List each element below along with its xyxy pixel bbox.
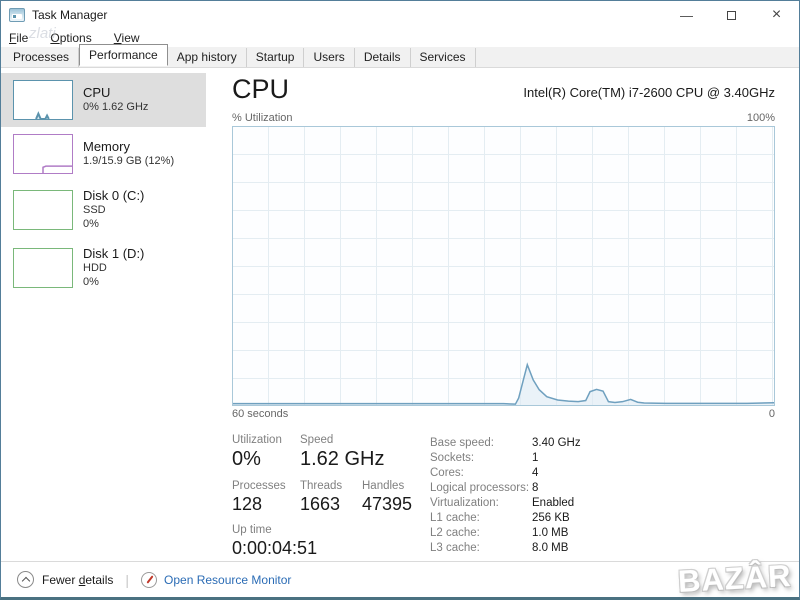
sidebar-item-detail2: 0% <box>83 275 99 288</box>
axis-label-utilization: % Utilization <box>232 112 293 124</box>
sidebar-item-disk1[interactable]: Disk 1 (D:) HDD 0% <box>1 239 206 297</box>
stat-utilization: Utilization 0% <box>232 434 300 471</box>
threads-value: 1663 <box>300 494 341 514</box>
sidebar-item-title: Disk 0 (C:) <box>83 188 145 203</box>
cpu-utilization-chart <box>232 126 775 406</box>
l3-cache-value: 8.0 MB <box>532 542 569 554</box>
minimize-button[interactable]: — <box>664 1 709 29</box>
sidebar-item-detail: HDD <box>83 262 107 274</box>
axis-label-100pct: 100% <box>746 112 775 124</box>
logical-processors-value: 8 <box>532 482 539 494</box>
tab-details[interactable]: Details <box>354 48 411 67</box>
menu-options[interactable]: Options <box>50 31 92 45</box>
uptime-value: 0:00:04:51 <box>232 538 318 558</box>
resource-monitor-icon <box>141 571 158 588</box>
stat-threads: Threads 1663 <box>300 480 362 515</box>
handles-value: 47395 <box>362 494 413 514</box>
stat-speed: Speed 1.62 GHz <box>300 434 430 471</box>
disk0-mini-chart <box>13 189 73 230</box>
fewer-details-button[interactable]: Fewer details <box>17 571 113 588</box>
stat-processes: Processes 128 <box>232 480 300 515</box>
memory-mini-chart <box>13 134 73 174</box>
tab-app-history[interactable]: App history <box>167 48 247 67</box>
sidebar-item-detail: 1.9/15.9 GB (12%) <box>83 155 175 168</box>
sidebar-item-title: Memory <box>83 139 130 154</box>
stat-handles: Handles 47395 <box>362 480 430 515</box>
disk1-mini-chart <box>13 247 73 288</box>
tab-services[interactable]: Services <box>410 48 476 67</box>
sidebar-item-cpu[interactable]: CPU 0% 1.62 GHz <box>1 73 206 127</box>
l2-cache-value: 1.0 MB <box>532 527 569 539</box>
processes-value: 128 <box>232 494 263 514</box>
performance-sidebar: CPU 0% 1.62 GHz Memory 1.9/15.9 GB (12%) <box>1 68 206 561</box>
sidebar-item-detail: SSD <box>83 204 106 217</box>
base-speed-value: 3.40 GHz <box>532 437 581 449</box>
axis-label-0: 0 <box>768 408 775 420</box>
virtualization-value: Enabled <box>532 497 575 509</box>
cpu-panel: CPU Intel(R) Core(TM) i7-2600 CPU @ 3.40… <box>206 68 799 561</box>
tab-processes[interactable]: Processes <box>4 48 80 67</box>
menu-file[interactable]: File <box>9 31 29 45</box>
sidebar-item-detail: 0% 1.62 GHz <box>83 101 149 114</box>
sidebar-item-title: Disk 1 (D:) <box>83 245 145 261</box>
open-resource-monitor-link[interactable]: Open Resource Monitor <box>141 571 291 588</box>
task-manager-icon <box>9 8 25 22</box>
page-title: CPU <box>232 74 290 104</box>
maximize-button[interactable] <box>709 1 754 29</box>
cores-value: 4 <box>532 467 539 479</box>
cpu-chart-line <box>233 365 774 404</box>
processor-name: Intel(R) Core(TM) i7-2600 CPU @ 3.40GHz <box>523 85 775 100</box>
sockets-value: 1 <box>532 452 539 464</box>
chevron-up-icon <box>17 571 34 588</box>
cpu-chart-fill <box>233 364 774 405</box>
sidebar-item-title: CPU <box>83 85 111 100</box>
sidebar-item-disk0[interactable]: Disk 0 (C:) SSD 0% <box>1 181 206 239</box>
speed-value: 1.62 GHz <box>300 448 385 470</box>
menu-view[interactable]: View <box>113 31 140 45</box>
tab-performance[interactable]: Performance <box>79 44 168 66</box>
cpu-detail-specs: Base speed: 3.40 GHz Sockets: 1 Cores: 4 Lo… <box>430 437 581 554</box>
stat-uptime: Up time 0:00:04:51 <box>232 524 430 559</box>
window-title: Task Manager <box>32 8 108 22</box>
sidebar-item-detail2: 0% <box>83 218 99 230</box>
close-icon: × <box>771 6 782 23</box>
cpu-stats: Utilization 0% Speed 1.62 GHz Processes … <box>232 434 775 561</box>
tab-startup[interactable]: Startup <box>246 48 305 67</box>
minimize-icon: — <box>680 7 693 23</box>
sidebar-item-memory[interactable]: Memory 1.9/15.9 GB (12%) <box>1 127 206 181</box>
footer-separator: | <box>125 571 130 588</box>
maximize-icon <box>727 10 736 20</box>
l1-cache-value: 256 KB <box>532 512 570 524</box>
footer-bar: Fewer details | Open Resource Monitor BA… <box>1 558 799 599</box>
axis-label-60s: 60 seconds <box>232 408 289 420</box>
utilization-value: 0% <box>232 448 261 470</box>
bazar-watermark: BAZÂR <box>676 558 792 599</box>
close-button[interactable]: × <box>754 1 799 29</box>
cpu-mini-chart <box>13 80 73 120</box>
title-bar: Task Manager — × <box>1 1 799 29</box>
tab-users[interactable]: Users <box>304 48 355 67</box>
tab-bar: Processes Performance App history Startu… <box>1 44 799 68</box>
